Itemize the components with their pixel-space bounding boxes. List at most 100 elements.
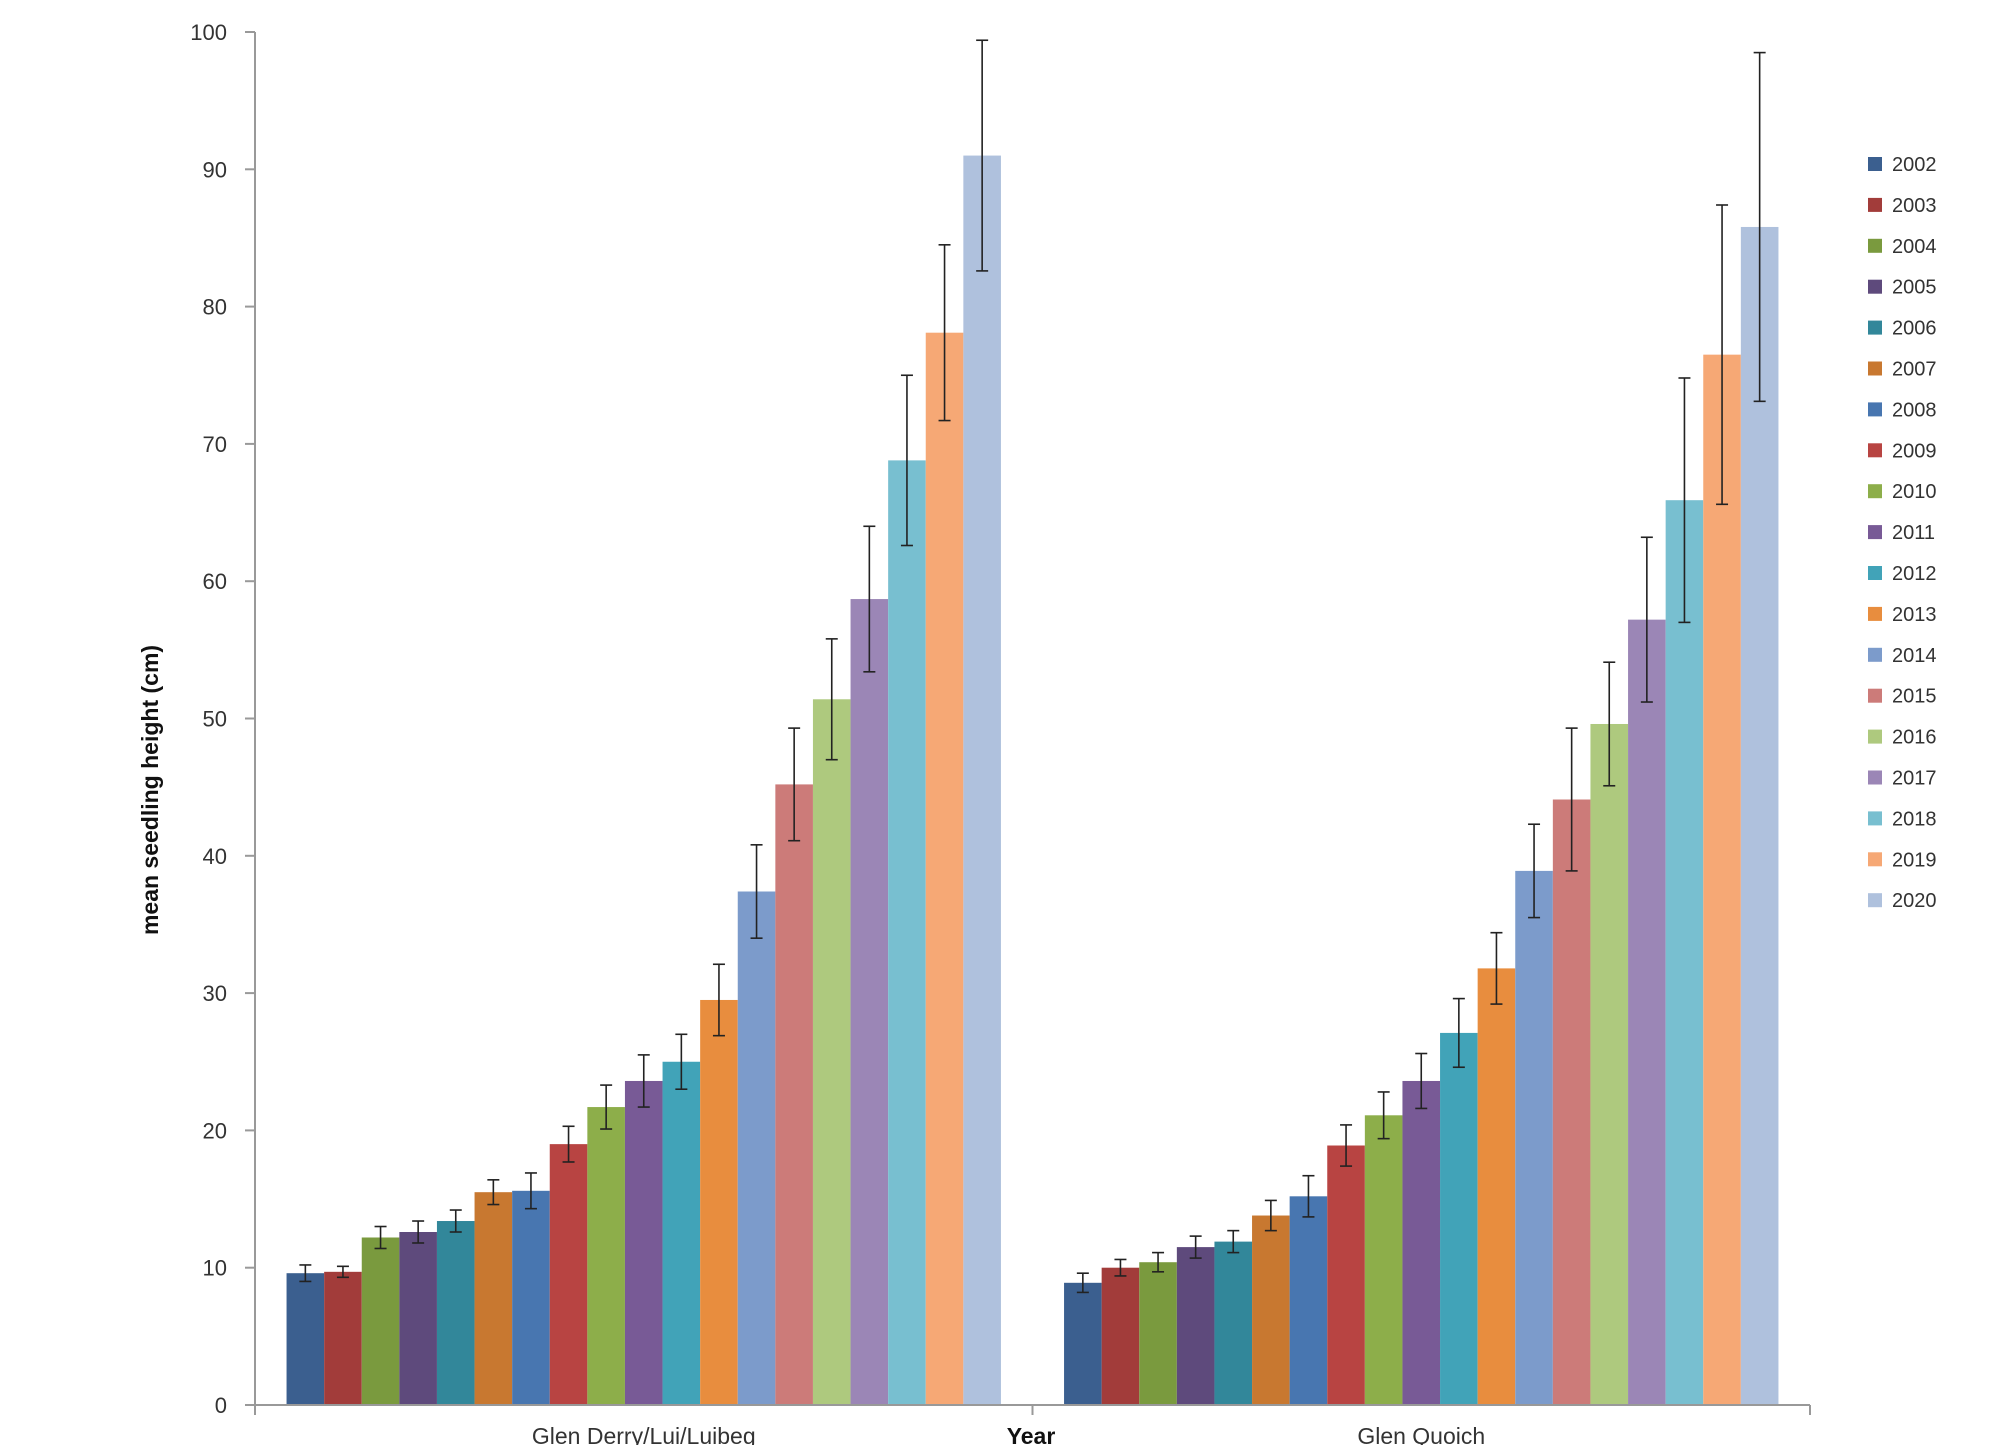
legend-swatch <box>1868 647 1882 662</box>
y-tick-label: 70 <box>203 432 227 457</box>
legend-label: 2011 <box>1892 522 1935 544</box>
legend-label: 2020 <box>1892 890 1937 912</box>
legend-item: 2007 <box>1868 359 1937 381</box>
legend-item: 2002 <box>1868 154 1937 176</box>
error-bar <box>900 374 913 547</box>
error-bar <box>1189 1235 1202 1259</box>
bar-2006-glen-quoich <box>1214 1241 1253 1405</box>
bar-2017-glen-derry <box>850 599 889 1405</box>
error-bar <box>412 1220 425 1244</box>
legend-item: 2011 <box>1868 522 1935 544</box>
bar-2011-glen-quoich <box>1402 1080 1441 1405</box>
error-bar <box>825 638 838 761</box>
y-axis-ticks: 0 10 20 30 40 50 60 70 80 90 100 <box>190 20 255 1418</box>
legend-swatch <box>1868 157 1882 171</box>
error-bar <box>863 525 876 673</box>
bar-2013-glen-derry <box>700 999 738 1405</box>
bar-2002-glen-derry <box>286 1273 325 1405</box>
bar-2003-glen-quoich <box>1101 1267 1140 1405</box>
error-bar <box>1152 1251 1165 1273</box>
error-bar <box>1565 727 1578 872</box>
legend-item: 2005 <box>1868 277 1937 299</box>
bar-2013-glen-quoich <box>1477 968 1516 1405</box>
y-tick-label: 100 <box>190 20 227 45</box>
legend-item: 2012 <box>1868 563 1937 585</box>
bar-2018-glen-derry <box>888 460 926 1406</box>
bar-2005-glen-quoich <box>1176 1247 1215 1405</box>
error-bar <box>1340 1124 1353 1167</box>
bar-2015-glen-quoich <box>1552 799 1591 1405</box>
error-bar <box>1490 931 1503 1005</box>
x-category-label: Glen Quoich <box>1357 1423 1485 1445</box>
bar-2009-glen-derry <box>549 1144 588 1405</box>
legend-item: 2014 <box>1868 645 1937 667</box>
legend-swatch <box>1868 811 1882 826</box>
legend-swatch <box>1868 893 1882 908</box>
legend-label: 2007 <box>1892 359 1937 381</box>
legend-label: 2019 <box>1892 849 1937 871</box>
error-bar <box>788 727 801 842</box>
legend-swatch <box>1868 443 1882 458</box>
bar-2007-glen-derry <box>474 1192 513 1405</box>
y-tick-label: 0 <box>215 1393 227 1418</box>
legend-swatch <box>1868 238 1882 253</box>
y-axis-title: mean seedling height (cm) <box>137 645 163 935</box>
bar-2009-glen-quoich <box>1327 1145 1365 1405</box>
bar-2005-glen-derry <box>399 1232 437 1405</box>
y-tick-label: 10 <box>203 1256 227 1281</box>
legend-label: 2002 <box>1892 154 1937 176</box>
bar-2004-glen-quoich <box>1139 1262 1177 1405</box>
error-bar <box>487 1179 500 1206</box>
legend-label: 2010 <box>1892 481 1937 503</box>
bar-2015-glen-derry <box>775 784 813 1405</box>
bar-2011-glen-derry <box>624 1080 663 1405</box>
bar-2016-glen-derry <box>812 699 851 1405</box>
legend-swatch <box>1868 606 1882 621</box>
legend-swatch <box>1868 402 1882 417</box>
legend-swatch <box>1868 566 1882 580</box>
y-tick-label: 20 <box>203 1118 227 1143</box>
error-bar <box>299 1264 312 1283</box>
legend-item: 2009 <box>1868 440 1937 462</box>
bar-2016-glen-quoich <box>1590 723 1629 1405</box>
bar-2010-glen-derry <box>587 1107 625 1405</box>
bar-2010-glen-quoich <box>1364 1115 1403 1405</box>
legend-label: 2008 <box>1892 399 1937 421</box>
error-bar <box>1302 1174 1315 1218</box>
legend-label: 2016 <box>1892 727 1937 749</box>
bar-2012-glen-derry <box>662 1061 701 1405</box>
error-bar <box>1716 204 1729 506</box>
error-bar <box>750 844 763 939</box>
y-tick-label: 40 <box>203 844 227 869</box>
legend-swatch <box>1868 525 1882 540</box>
legend-item: 2013 <box>1868 604 1937 626</box>
legend-swatch <box>1868 770 1882 785</box>
bar-2007-glen-quoich <box>1252 1215 1290 1405</box>
error-bar <box>1415 1052 1428 1110</box>
legend-swatch <box>1868 688 1882 703</box>
legend-item: 2017 <box>1868 768 1937 790</box>
legend-label: 2013 <box>1892 604 1937 626</box>
error-bar <box>1227 1229 1240 1254</box>
legend-item: 2006 <box>1868 318 1937 340</box>
error-bar <box>524 1172 537 1210</box>
bar-2020-glen-quoich <box>1740 226 1779 1405</box>
bar-2002-glen-quoich <box>1064 1282 1102 1405</box>
legend-swatch <box>1868 197 1882 212</box>
bars <box>286 155 1779 1406</box>
legend-item: 2016 <box>1868 727 1937 749</box>
bar-2003-glen-derry <box>324 1271 362 1405</box>
legend-item: 2015 <box>1868 686 1937 708</box>
error-bar <box>562 1125 575 1163</box>
legend-label: 2014 <box>1892 645 1937 667</box>
legend-swatch <box>1868 361 1882 376</box>
error-bar <box>1452 997 1465 1069</box>
error-bar <box>1640 536 1653 703</box>
y-tick-label: 50 <box>203 707 227 732</box>
bar-2014-glen-derry <box>737 891 776 1405</box>
x-axis-title: Year <box>1007 1423 1056 1445</box>
bar-2019-glen-derry <box>925 332 964 1405</box>
legend: 2002 2003 2004 2005 2006 2007 2008 2009 2010 2011… <box>1868 154 1937 912</box>
y-tick-label: 30 <box>203 981 227 1006</box>
